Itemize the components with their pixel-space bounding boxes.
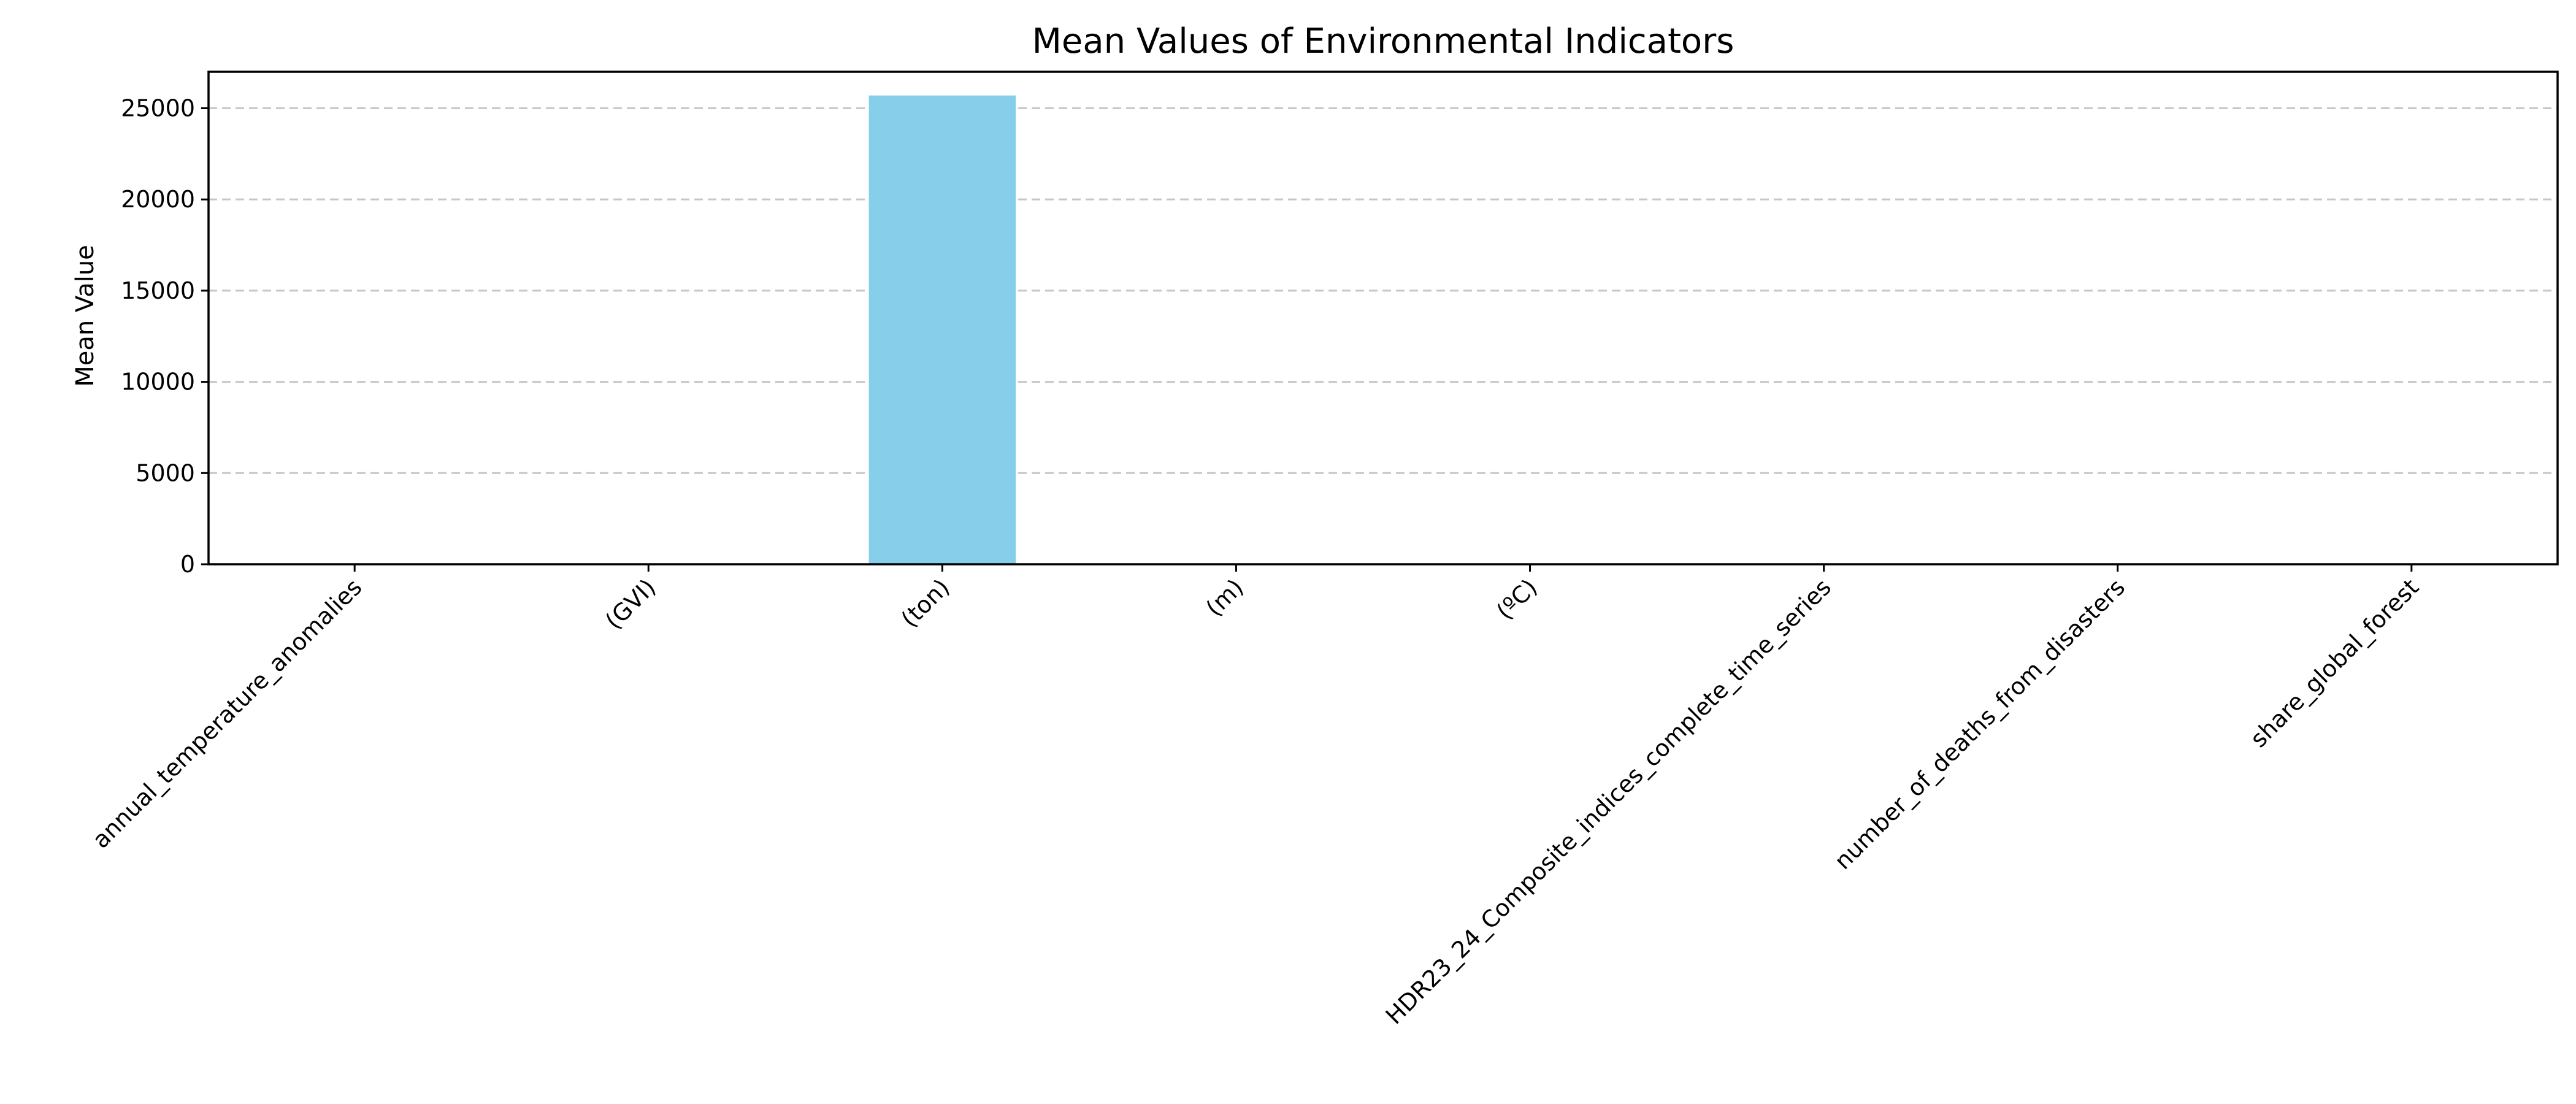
plot-area-frame	[207, 71, 2559, 565]
y-axis-label: Mean Value	[71, 245, 99, 387]
bar	[868, 95, 1016, 564]
y-tick-label: 25000	[121, 94, 195, 121]
y-tick-label: 15000	[121, 277, 195, 304]
y-tick-label: 0	[180, 551, 195, 578]
y-tick-label: 5000	[136, 459, 195, 486]
chart-title: Mean Values of Environmental Indicators	[1032, 21, 1735, 61]
y-tick-label: 20000	[121, 186, 195, 213]
y-axis-ticks: 0 5000 10000 15000 20000 25000	[121, 94, 209, 578]
y-tick-label: 10000	[121, 369, 195, 396]
bars	[281, 95, 2485, 564]
